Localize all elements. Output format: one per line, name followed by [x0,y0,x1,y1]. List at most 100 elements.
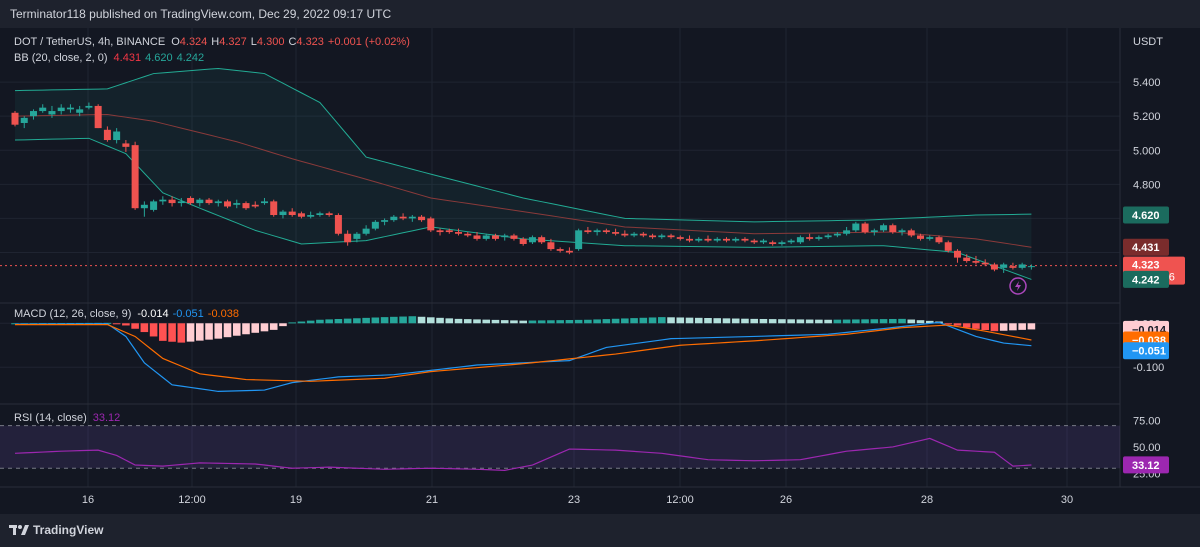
candle-body [131,145,139,209]
time-tick-label: 12:00 [178,494,206,506]
macd-histogram-bar [852,319,860,324]
macd-histogram-bar [962,323,971,328]
candle-body [399,216,407,219]
candle-body [963,257,971,262]
macd-histogram-bar [694,317,703,324]
tradingview-logo-icon [9,525,29,535]
time-tick-label: 30 [1061,494,1073,506]
candle-body [187,197,195,204]
candle-body [242,203,250,209]
candle-body [344,233,352,243]
candle-body [1009,266,1017,268]
footer-bar: TradingView [0,514,1200,547]
price-tick-label: 5.200 [1133,111,1161,123]
macd-histogram-bar [768,319,777,324]
legend-rsi[interactable]: RSI (14, close) 33.12 [14,412,120,424]
macd-histogram-bar [251,323,260,333]
trading-chart[interactable]: 5.4005.2005.0004.8000.000-0.10075.0050.0… [0,28,1200,514]
legend-main[interactable]: DOT / TetherUS, 4h, BINANCE O4.324 H4.327 L… [14,36,410,48]
macd-histogram-bar [269,323,278,330]
candle-body [972,261,980,263]
candle-body [565,250,573,253]
legend-macd[interactable]: MACD (12, 26, close, 9) -0.014 -0.051 -0.03… [14,308,239,320]
candle-body [224,201,232,207]
macd-histogram-bar [611,318,620,324]
time-tick-label: 21 [426,494,438,506]
candle-body [538,237,546,243]
candle-body [519,238,527,244]
macd-histogram-bar [639,317,648,324]
macd-histogram-bar [149,323,158,337]
legend-macd-label: MACD (12, 26, close, 9) [14,308,131,320]
candle-body [260,201,268,204]
legend-bb[interactable]: BB (20, close, 2, 0) 4.431 4.620 4.242 [14,52,204,64]
candle-body [935,237,943,243]
candle-body [381,220,389,222]
macd-histogram-bar [1027,323,1036,330]
candle-body [482,235,490,239]
macd-histogram-bar [916,320,925,324]
candle-body [390,216,398,221]
macd-histogram-bar [796,319,805,324]
candle-body [464,233,472,236]
macd-histogram-bar [898,318,906,324]
candle-body [843,230,851,234]
macd-histogram-bar [519,320,527,324]
macd-histogram-bar [325,319,333,324]
legend-h-label: H [211,36,219,48]
badge-last-price: 4.323 [1132,260,1160,272]
macd-histogram-bar [500,320,509,324]
macd-histogram-bar [815,319,823,324]
candle-body [880,225,888,231]
macd-histogram-bar [759,318,768,324]
candle-body [667,235,675,238]
candle-body [621,233,629,236]
candle-body [491,235,499,239]
candle-body [94,105,102,129]
macd-histogram-bar [741,318,749,324]
rsi-band-fill [0,425,1120,469]
candle-body [944,242,952,251]
macd-histogram-bar [232,323,241,336]
legend-c-label: C [288,36,296,48]
macd-histogram-bar [722,318,731,324]
candle-body [547,242,555,250]
macd-histogram-bar [593,319,601,324]
candle-body [917,235,925,239]
candle-body [806,237,814,239]
macd-histogram-bar [1018,323,1026,330]
candle-body [279,211,287,216]
lightning-icon[interactable] [1009,277,1027,295]
candle-body [270,201,278,216]
candle-body [297,213,305,217]
candle-body [76,109,84,113]
macd-indicator [11,316,1036,393]
rsi-tick-label: 75.00 [1133,415,1161,427]
candle-body [353,233,361,239]
candle-body [85,105,93,108]
candle-body [473,235,481,239]
candle-body [722,238,730,241]
macd-histogram-bar [390,316,398,324]
macd-histogram-bar [353,318,361,324]
macd-tick-label: -0.100 [1133,362,1164,374]
legend-macd-hist: -0.014 [137,308,168,320]
macd-histogram-bar [463,319,472,324]
legend-h-value: 4.327 [219,36,247,48]
legend-title: DOT / TetherUS, 4h, BINANCE [14,36,165,48]
macd-histogram-bar [925,320,934,324]
candle-body [408,216,416,219]
bb-upper-line [14,67,1032,223]
macd-histogram-bar [842,319,851,324]
candle-body [233,203,241,205]
macd-histogram-bar [177,323,186,343]
legend-o-label: O [171,36,180,48]
macd-histogram-bar [223,323,232,338]
macd-histogram-bar [584,319,592,324]
macd-histogram-bar [658,317,666,324]
legend-l-value: 4.300 [257,36,285,48]
macd-histogram-bar [362,317,370,324]
candle-body [501,235,509,238]
candle-body [325,213,333,216]
candle-body [815,237,823,239]
